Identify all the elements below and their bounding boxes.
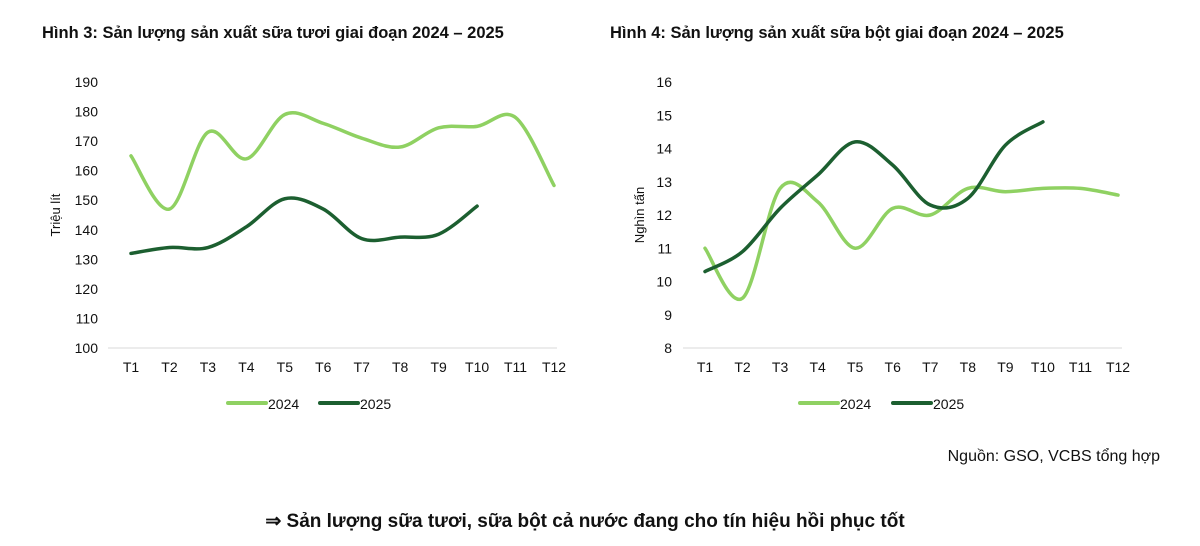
y-tick-label: 8 <box>664 340 672 356</box>
y-tick-label: 140 <box>75 222 99 238</box>
x-tick-label: T10 <box>465 359 489 375</box>
y-tick-label: 170 <box>75 133 99 149</box>
x-tick-label: T7 <box>922 359 939 375</box>
x-tick-label: T1 <box>697 359 714 375</box>
x-tick-label: T11 <box>504 359 527 375</box>
legend-label: 2025 <box>933 396 964 412</box>
x-tick-label: T5 <box>277 359 294 375</box>
y-tick-label: 11 <box>657 240 672 256</box>
x-tick-label: T12 <box>1106 359 1130 375</box>
y-tick-label: 150 <box>75 192 99 208</box>
series-line-2024 <box>129 111 556 211</box>
y-tick-label: 13 <box>656 174 672 190</box>
chart1-title: Hình 3: Sản lượng sản xuất sữa tươi giai… <box>42 24 504 42</box>
y-tick-label: 180 <box>75 104 99 120</box>
y-axis-label: Triệu lít <box>48 193 63 236</box>
legend-label: 2024 <box>840 396 871 412</box>
y-tick-label: 16 <box>656 74 672 90</box>
x-tick-label: T6 <box>885 359 902 375</box>
legend-label: 2025 <box>360 396 391 412</box>
x-tick-label: T7 <box>354 359 371 375</box>
x-tick-label: T2 <box>161 359 178 375</box>
y-tick-label: 9 <box>664 307 672 323</box>
chart2-title: Hình 4: Sản lượng sản xuất sữa bột giai … <box>610 24 1064 42</box>
y-tick-label: 100 <box>75 340 99 356</box>
conclusion: ⇒ Sản lượng sữa tươi, sữa bột cả nước đa… <box>265 511 905 532</box>
y-axis-label: Nghìn tấn <box>632 187 647 243</box>
legend-label: 2024 <box>268 396 299 412</box>
series-line-2025 <box>703 120 1045 274</box>
x-tick-label: T1 <box>123 359 140 375</box>
y-tick-label: 190 <box>75 74 99 90</box>
y-tick-label: 130 <box>75 251 99 267</box>
y-tick-label: 160 <box>75 163 99 179</box>
x-tick-label: T8 <box>392 359 409 375</box>
x-tick-label: T12 <box>542 359 566 375</box>
y-tick-label: 15 <box>656 107 672 123</box>
x-tick-label: T3 <box>772 359 789 375</box>
x-tick-label: T10 <box>1031 359 1055 375</box>
series-line-2024 <box>703 180 1120 302</box>
x-tick-label: T2 <box>734 359 751 375</box>
x-tick-label: T11 <box>1069 359 1092 375</box>
y-tick-label: 110 <box>76 310 99 326</box>
x-tick-label: T8 <box>960 359 977 375</box>
series-line-2025 <box>129 196 479 256</box>
x-tick-label: T4 <box>809 359 826 375</box>
x-tick-label: T4 <box>238 359 255 375</box>
x-tick-label: T9 <box>430 359 447 375</box>
y-tick-label: 10 <box>656 274 672 290</box>
y-tick-label: 12 <box>656 207 672 223</box>
x-tick-label: T6 <box>315 359 332 375</box>
source-note: Nguồn: GSO, VCBS tổng hợp <box>947 448 1160 465</box>
y-tick-label: 14 <box>656 141 672 157</box>
y-tick-label: 120 <box>75 281 99 297</box>
x-tick-label: T5 <box>847 359 864 375</box>
x-tick-label: T3 <box>200 359 217 375</box>
x-tick-label: T9 <box>997 359 1014 375</box>
